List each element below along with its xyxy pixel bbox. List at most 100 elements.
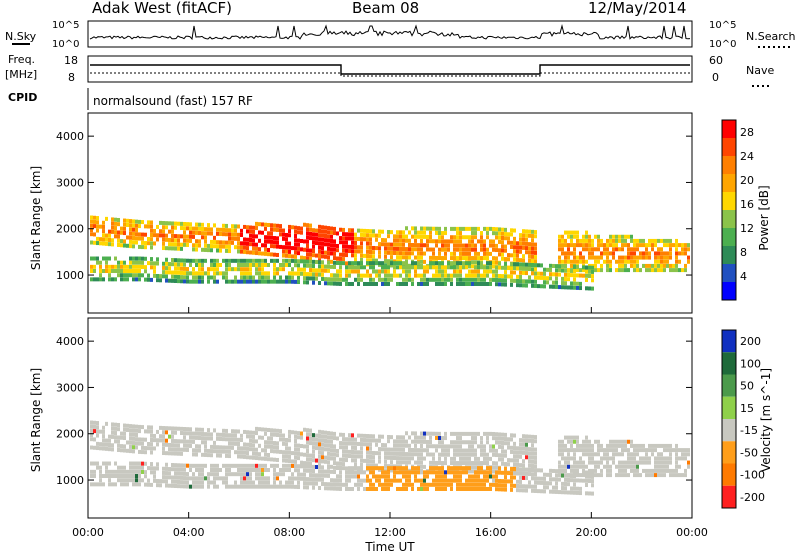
- velocity-cell: [315, 446, 318, 451]
- power-cell: [93, 269, 96, 274]
- velocity-cell: [216, 463, 219, 468]
- velocity-cell: [501, 432, 504, 437]
- power-cell: [534, 230, 537, 235]
- power-cell: [588, 234, 591, 239]
- power-cell: [408, 230, 411, 235]
- velocity-cell: [120, 431, 123, 436]
- velocity-cell: [369, 454, 372, 459]
- power-cell: [180, 270, 183, 275]
- velocity-cell: [396, 460, 399, 465]
- power-cell: [618, 259, 621, 264]
- velocity-cell: [135, 445, 138, 450]
- velocity-cell: [354, 454, 357, 459]
- velocity-cell: [390, 455, 393, 460]
- power-cell: [351, 245, 354, 250]
- velocity-cell: [567, 490, 570, 495]
- velocity-cell: [105, 469, 108, 474]
- velocity-cell: [558, 469, 561, 474]
- velocity-cell: [624, 460, 627, 465]
- power-cell: [345, 265, 348, 270]
- power-cell: [459, 231, 462, 236]
- velocity-cell: [435, 474, 438, 479]
- power-cell: [675, 251, 678, 256]
- power-cell: [327, 238, 330, 243]
- velocity-cell: [177, 475, 180, 480]
- velocity-cell: [639, 448, 642, 453]
- power-cell: [468, 269, 471, 274]
- power-cell: [255, 271, 258, 276]
- power-cell: [453, 256, 456, 261]
- power-cell: [480, 273, 483, 278]
- velocity-cell: [168, 442, 171, 447]
- power-cell: [570, 268, 573, 273]
- power-cell: [240, 258, 243, 263]
- power-cell: [579, 259, 582, 264]
- power-cell: [267, 263, 270, 267]
- velocity-cell: [234, 472, 237, 477]
- velocity-cell: [276, 449, 279, 454]
- velocity-cell: [315, 477, 318, 482]
- velocity-cell: [588, 491, 591, 496]
- power-cell: [591, 251, 594, 256]
- power-cell: [444, 239, 447, 244]
- velocity-cell: [90, 432, 93, 437]
- power-cell: [177, 238, 180, 243]
- power-cell: [297, 226, 300, 231]
- power-cell: [654, 263, 657, 268]
- velocity-cell: [105, 421, 108, 426]
- velocity-cell: [177, 467, 180, 472]
- power-cell: [282, 232, 285, 237]
- power-cell: [600, 255, 603, 260]
- power-cell: [273, 223, 276, 228]
- velocity-cell: [390, 460, 393, 465]
- power-cell: [423, 226, 426, 231]
- velocity-cell: [495, 461, 498, 466]
- velocity-cells: [90, 420, 690, 496]
- velocity-cell: [579, 478, 582, 483]
- velocity-cell: [588, 456, 591, 461]
- velocity-cell: [513, 454, 516, 459]
- velocity-cell: [411, 452, 414, 457]
- power-cell: [486, 247, 489, 252]
- velocity-cell: [90, 474, 93, 479]
- velocity-cell: [276, 428, 279, 433]
- power-colorbar-tick: 16: [740, 198, 754, 211]
- power-cell: [609, 251, 612, 256]
- power-cell: [378, 242, 381, 247]
- velocity-cell: [498, 457, 501, 462]
- power-cell: [414, 238, 417, 243]
- velocity-cell: [330, 443, 333, 448]
- power-cell: [345, 273, 348, 278]
- power-cell: [579, 273, 582, 278]
- velocity-cell: [93, 420, 96, 425]
- power-cell: [360, 249, 363, 254]
- velocity-cell: [561, 448, 564, 453]
- power-cell: [294, 225, 297, 230]
- power-cell: [138, 260, 141, 265]
- power-cell: [597, 255, 600, 260]
- power-cell: [465, 235, 468, 240]
- power-cell: [618, 263, 621, 268]
- power-cell: [186, 226, 189, 231]
- power-cell: [684, 268, 687, 273]
- velocity-cell: [246, 442, 249, 447]
- velocity-cell: [576, 448, 579, 453]
- power-cell: [357, 261, 360, 266]
- x-tick-label: 20:00: [575, 526, 607, 539]
- velocity-cell: [396, 447, 399, 452]
- power-cell: [525, 271, 528, 276]
- velocity-cell: [471, 478, 474, 483]
- power-cell: [171, 233, 174, 238]
- power-cell: [567, 230, 570, 235]
- velocity-cell: [126, 440, 129, 445]
- power-cell: [342, 232, 345, 237]
- power-cell: [396, 265, 399, 270]
- velocity-cell: [666, 468, 669, 473]
- velocity-cell: [603, 448, 606, 453]
- power-cell: [207, 275, 210, 280]
- velocity-cell: [156, 442, 159, 447]
- power-cell: [249, 225, 252, 230]
- power-cell: [90, 240, 93, 245]
- velocity-cell: [513, 446, 516, 451]
- velocity-cell: [294, 430, 297, 435]
